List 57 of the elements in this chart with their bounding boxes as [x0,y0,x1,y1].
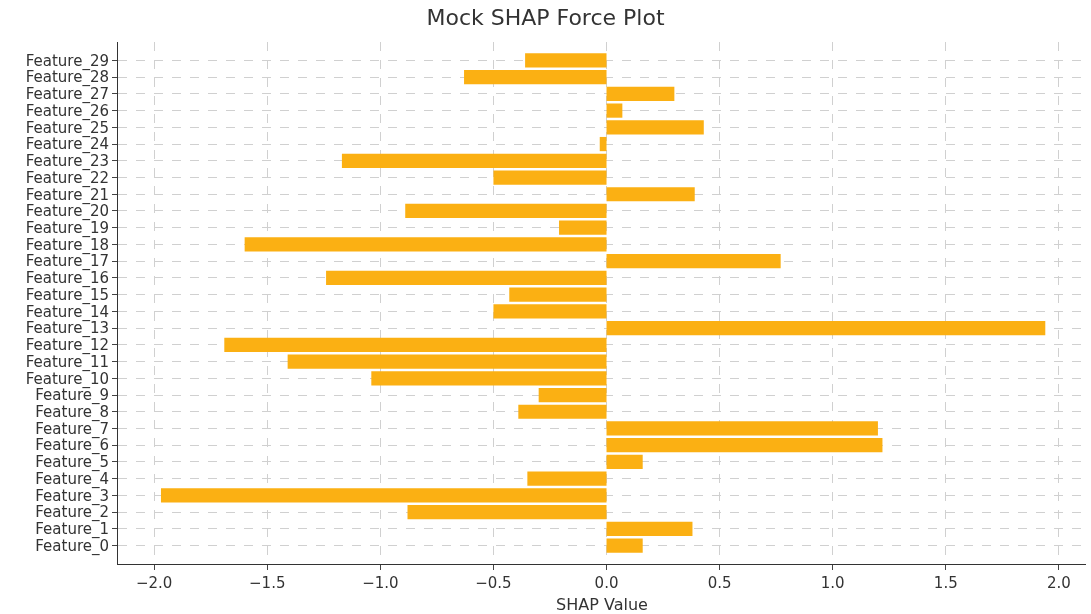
y-tick-label: Feature_10 [25,369,109,389]
bar [160,488,607,503]
bar [525,53,607,68]
bar [606,421,878,436]
bar [606,187,695,202]
y-tick-label: Feature_13 [25,319,109,339]
bar [493,170,607,185]
y-tick-label: Feature_17 [25,252,109,272]
bar [606,438,883,453]
bar [606,103,623,118]
y-tick-label: Feature_21 [25,185,109,205]
y-tick-label: Feature_18 [25,235,109,255]
bar [606,538,643,553]
bar [493,304,607,319]
bar [326,270,607,286]
y-tick-label: Feature_24 [25,135,109,155]
bar [287,354,607,369]
bar [224,337,607,352]
y-tick-label: Feature_9 [35,386,109,406]
bar [606,86,675,101]
bar [606,454,643,470]
bar [527,471,607,486]
x-tick-label: −0.5 [475,574,512,592]
bar [606,120,704,135]
y-tick-label: Feature_14 [25,302,109,322]
bar [599,136,607,152]
x-tick-label: 0.0 [594,574,619,592]
chart-title: Mock SHAP Force Plot [426,4,665,30]
y-tick-label: Feature_7 [35,419,109,439]
y-tick-label: Feature_25 [25,118,109,138]
bar [606,254,781,269]
x-tick-label: 1.0 [820,574,845,592]
bar [559,220,607,235]
y-tick-label: Feature_8 [35,403,109,422]
bar [518,404,607,419]
y-tick-label: Feature_6 [35,436,109,456]
bar [538,387,607,403]
y-tick-label: Feature_3 [35,486,109,506]
bar [341,153,607,168]
bar [405,203,607,219]
bar [606,320,1046,336]
x-tick-label: 0.5 [707,574,732,592]
y-tick-label: Feature_28 [25,68,109,88]
x-tick-label: 2.0 [1046,574,1071,592]
bar [371,371,607,386]
x-tick-label: −1.0 [362,574,399,592]
bar [464,70,607,85]
x-tick-label: −2.0 [135,574,173,592]
bar [407,505,607,520]
y-tick-label: Feature_2 [35,503,109,523]
x-tick-label: 1.5 [933,574,958,592]
x-tick-label: −1.5 [249,574,286,592]
y-tick-label: Feature_29 [25,51,109,71]
bar [244,237,607,252]
bar [606,521,693,536]
bar [509,287,607,302]
x-axis-title: SHAP Value [556,595,648,614]
